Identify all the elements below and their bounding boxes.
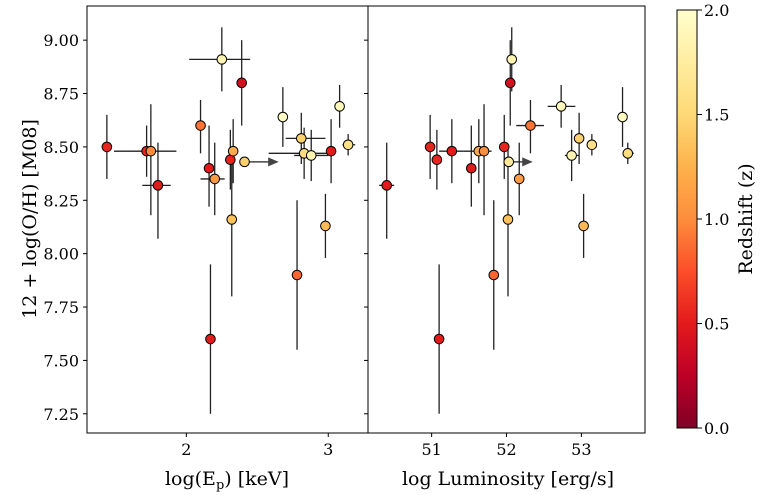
scatter-marker [209, 173, 221, 185]
y-tick-label: 8.00 [43, 245, 79, 264]
scatter-marker [334, 101, 345, 112]
x-tick-label: 51 [421, 440, 441, 459]
scatter-marker [446, 145, 458, 157]
colorbar-bar [676, 9, 698, 429]
scatter-marker [617, 111, 628, 123]
scatter-marker [216, 54, 228, 65]
scatter-marker [573, 133, 585, 144]
y-axis-label: 12 + log(O/H) [M08] [19, 119, 41, 319]
right-panel: 51 52 53 log Luminosity [erg/s] [364, 5, 646, 490]
scatter-marker [622, 148, 634, 159]
scatter-marker [578, 220, 589, 232]
scatter-marker [203, 162, 215, 174]
x-axis-label-left: log(Ep) [keV] [165, 468, 289, 493]
x-tick-label: 52 [496, 440, 516, 459]
y-tick-label: 7.25 [43, 405, 79, 424]
scatter-marker [498, 141, 510, 153]
scatter-marker [478, 145, 490, 157]
scatter-marker [431, 154, 443, 166]
scatter-marker [525, 120, 536, 131]
scatter-marker [433, 333, 445, 345]
scatter-marker [305, 150, 317, 161]
colorbar-tick-label: 1.5 [704, 106, 729, 125]
scatter-marker [295, 133, 307, 144]
colorbar: 0.0 0.5 1.0 1.5 2.0 Redshift (z) [676, 1, 757, 438]
y-tick-label: 8.25 [43, 191, 79, 210]
colorbar-tick-label: 0.5 [704, 315, 729, 334]
y-tick-label: 8.50 [43, 138, 79, 157]
scatter-marker [226, 214, 238, 225]
scatter-marker [586, 139, 598, 151]
scatter-marker [236, 77, 247, 89]
scatter-marker [513, 173, 525, 185]
left-panel: 7.25 7.50 7.75 8.00 8.25 8.50 8.75 9.00 2 3 12 + … [19, 5, 369, 493]
scatter-marker [466, 162, 477, 174]
scatter-marker [555, 101, 567, 112]
y-tick-label: 7.75 [43, 298, 79, 317]
scatter-marker [291, 269, 303, 281]
scatter-marker [239, 156, 250, 168]
scatter-marker [506, 54, 518, 65]
scatter-marker [566, 150, 577, 161]
y-tick-label: 8.75 [43, 85, 79, 104]
x-tick-label: 53 [571, 440, 591, 459]
x-axis-label-right: log Luminosity [erg/s] [402, 468, 614, 490]
scatter-marker [504, 77, 516, 89]
colorbar-tick-label: 2.0 [704, 1, 729, 20]
left-panel-ticks: 7.25 7.50 7.75 8.00 8.25 8.50 8.75 9.00 2 3 [43, 31, 333, 459]
right-panel-ticks: 51 52 53 [364, 39, 592, 459]
scatter-marker [503, 156, 515, 168]
colorbar-tick-label: 1.0 [704, 210, 729, 229]
scatter-marker [381, 180, 393, 191]
colorbar-label: Redshift (z) [735, 163, 757, 274]
scatter-marker [227, 145, 239, 157]
x-tick-label: 2 [181, 440, 191, 459]
y-tick-label: 9.00 [43, 31, 79, 50]
scatter-marker [488, 269, 500, 281]
scatter-marker [342, 139, 354, 151]
x-tick-label: 3 [323, 440, 333, 459]
scatter-marker [325, 145, 337, 157]
scatter-marker [502, 214, 514, 225]
scatter-marker [320, 220, 331, 232]
scatter-marker [152, 180, 164, 191]
y-tick-label: 7.50 [43, 351, 79, 370]
scatter-marker [101, 141, 113, 153]
scatter-marker [205, 333, 216, 345]
scatter-marker [424, 141, 436, 153]
scatter-marker [195, 120, 206, 131]
left-panel-data [101, 27, 356, 414]
scatter-marker [145, 145, 157, 157]
scatter-marker [277, 111, 289, 123]
colorbar-tick-label: 0.0 [704, 419, 729, 438]
right-panel-data [379, 27, 634, 414]
data-point-lum-0 [379, 142, 395, 239]
colorbar-ticks: 0.0 0.5 1.0 1.5 2.0 [697, 1, 729, 438]
